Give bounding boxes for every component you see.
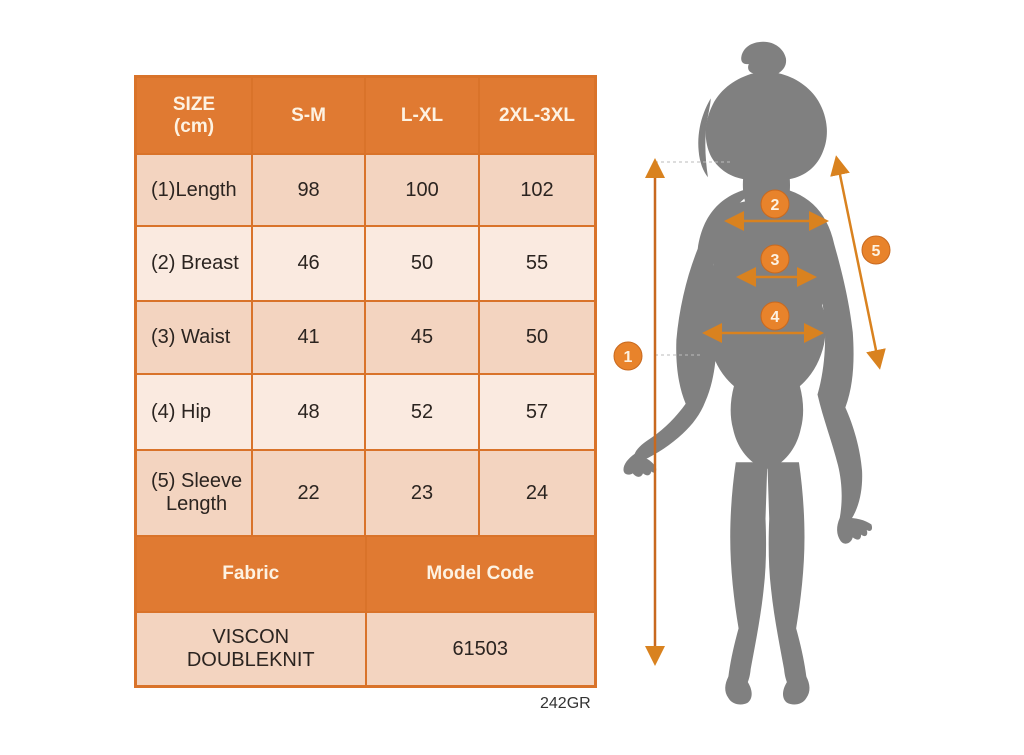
svg-text:5: 5 bbox=[872, 243, 881, 260]
svg-text:1: 1 bbox=[624, 349, 633, 366]
svg-text:4: 4 bbox=[771, 309, 780, 326]
svg-text:3: 3 bbox=[771, 252, 780, 269]
svg-text:2: 2 bbox=[771, 197, 780, 214]
